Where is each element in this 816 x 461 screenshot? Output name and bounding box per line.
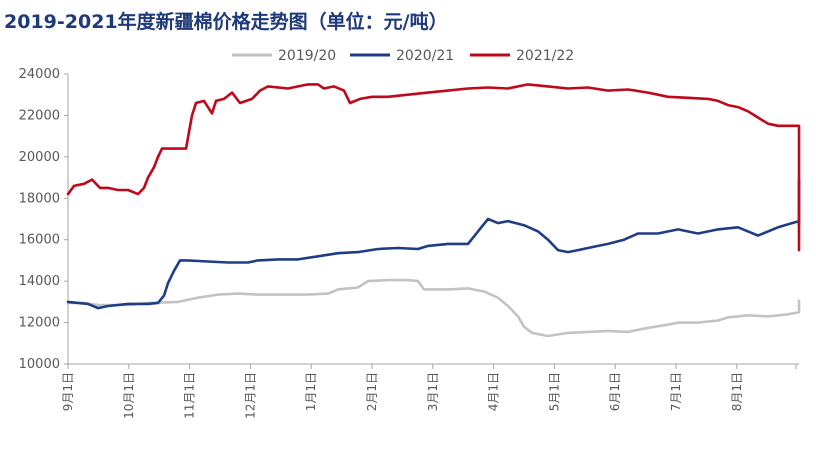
legend: 2019/20 2020/21 2021/22 — [232, 48, 574, 64]
y-tick-label: 20000 — [19, 150, 60, 165]
series-line-3 — [66, 83, 801, 252]
series-lines — [66, 83, 801, 338]
x-tick-label: 7月1日 — [669, 372, 683, 411]
legend-label: 2021/22 — [516, 48, 574, 64]
x-tick-label: 5月1日 — [547, 372, 561, 411]
x-tick-label: 2月1日 — [365, 372, 379, 411]
y-tick-label: 22000 — [19, 108, 60, 123]
y-tick-label: 16000 — [19, 233, 60, 248]
y-tick-label: 10000 — [19, 357, 60, 372]
legend-label: 2019/20 — [278, 48, 336, 64]
axes: 10000 12000 14000 16000 18000 20000 22000 24000… — [19, 67, 799, 419]
y-tick-label: 12000 — [19, 316, 60, 331]
x-tick-label: 6月1日 — [608, 372, 622, 411]
x-tick-label: 11月1日 — [183, 372, 197, 419]
x-tick-label: 8月1日 — [730, 372, 744, 411]
x-tick-label: 12月1日 — [243, 372, 257, 419]
x-tick-label: 9月1日 — [61, 372, 75, 411]
y-tick-label: 18000 — [19, 191, 60, 206]
legend-label: 2020/21 — [396, 48, 454, 64]
x-tick-label: 10月1日 — [122, 372, 136, 419]
y-tick-label: 24000 — [19, 67, 60, 82]
chart-title: 2019-2021年度新疆棉价格走势图（单位：元/吨） — [4, 10, 448, 33]
series-line-1 — [66, 278, 801, 338]
x-tick-label: 1月1日 — [304, 372, 318, 411]
x-tick-label: 3月1日 — [426, 372, 440, 411]
x-tick-label: 4月1日 — [487, 372, 501, 411]
y-tick-label: 14000 — [19, 274, 60, 289]
